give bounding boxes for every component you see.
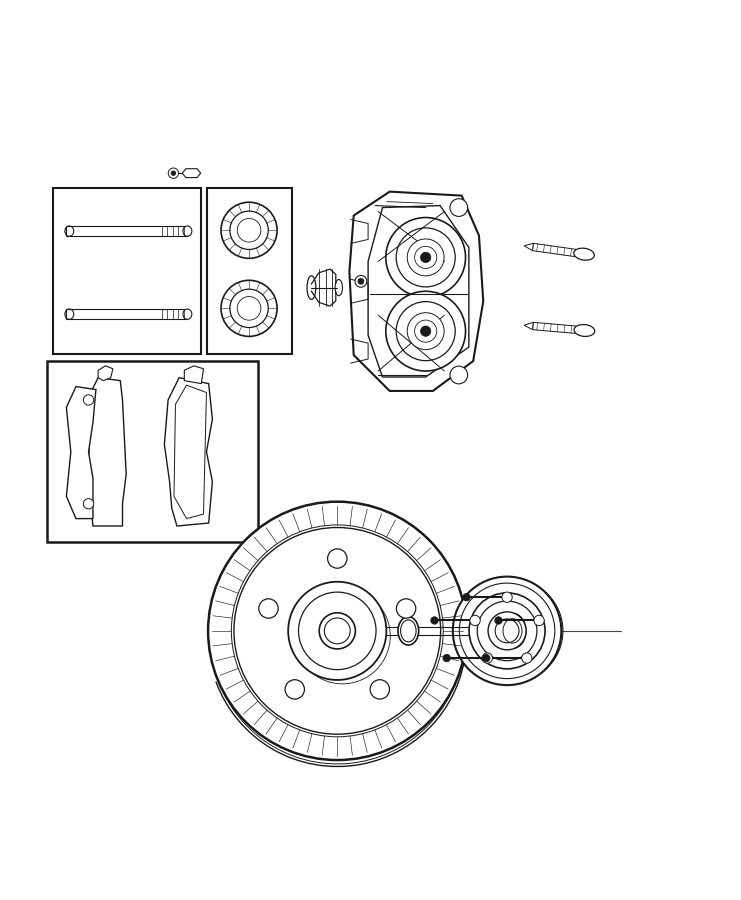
Polygon shape [368, 205, 469, 377]
Circle shape [171, 171, 176, 176]
Circle shape [408, 238, 444, 276]
Circle shape [488, 612, 526, 650]
Circle shape [259, 598, 278, 618]
Bar [67, 226, 187, 237]
Circle shape [319, 613, 356, 649]
Circle shape [84, 499, 93, 508]
Circle shape [431, 616, 438, 625]
Polygon shape [532, 243, 576, 256]
Circle shape [482, 654, 490, 662]
Circle shape [502, 592, 512, 602]
Ellipse shape [183, 309, 192, 320]
Circle shape [534, 616, 544, 625]
Polygon shape [182, 168, 201, 177]
Ellipse shape [574, 325, 595, 337]
Circle shape [396, 598, 416, 618]
Circle shape [355, 275, 367, 287]
Circle shape [469, 593, 545, 669]
Circle shape [285, 680, 305, 699]
Circle shape [168, 168, 179, 178]
Polygon shape [165, 378, 213, 526]
Circle shape [420, 326, 431, 337]
Polygon shape [524, 243, 534, 250]
Circle shape [463, 593, 470, 601]
Circle shape [358, 278, 364, 284]
Ellipse shape [574, 248, 594, 260]
Circle shape [420, 252, 431, 263]
Circle shape [386, 292, 465, 371]
Circle shape [450, 199, 468, 216]
Circle shape [470, 616, 480, 625]
Circle shape [495, 616, 502, 625]
Bar [53, 188, 201, 354]
Circle shape [482, 652, 493, 663]
Circle shape [408, 312, 444, 349]
Polygon shape [174, 385, 207, 518]
Polygon shape [185, 365, 204, 383]
Circle shape [208, 501, 467, 760]
Ellipse shape [499, 613, 526, 649]
Circle shape [522, 652, 532, 663]
Polygon shape [98, 365, 113, 381]
Circle shape [288, 581, 386, 680]
Polygon shape [533, 322, 576, 333]
Circle shape [443, 654, 451, 662]
Ellipse shape [398, 616, 419, 645]
Circle shape [386, 218, 465, 297]
Bar [47, 362, 258, 543]
Bar [207, 188, 291, 354]
Bar [67, 309, 187, 320]
Polygon shape [88, 378, 126, 526]
Polygon shape [350, 192, 483, 391]
Polygon shape [524, 322, 534, 329]
Circle shape [370, 680, 390, 699]
Polygon shape [67, 387, 96, 518]
Circle shape [453, 577, 562, 685]
Ellipse shape [183, 226, 192, 237]
Circle shape [450, 366, 468, 384]
Circle shape [84, 395, 93, 405]
Circle shape [328, 549, 347, 568]
